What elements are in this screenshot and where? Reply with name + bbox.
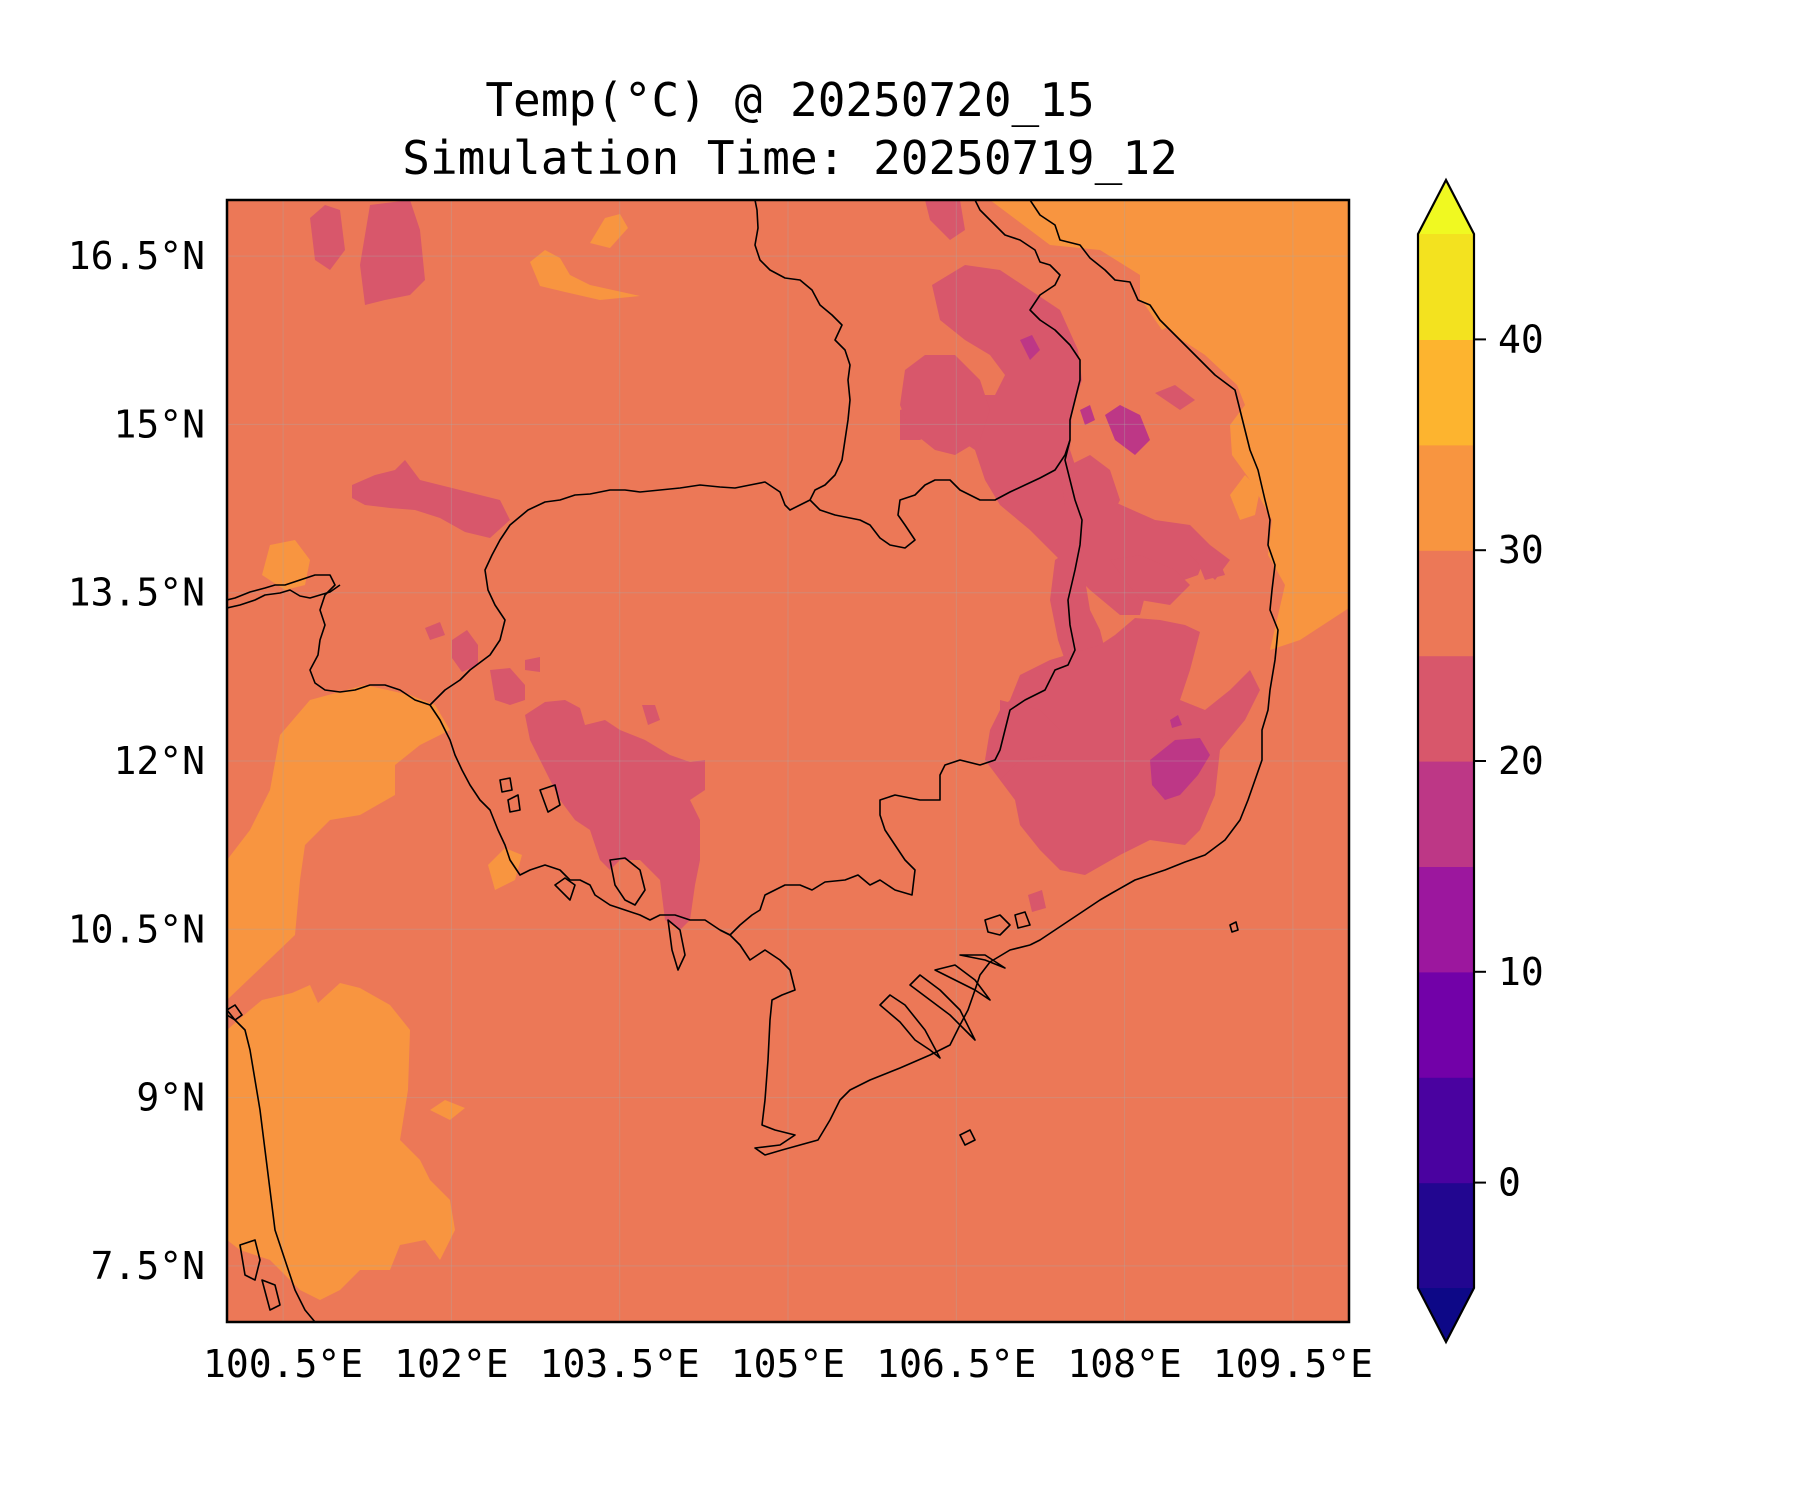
colorbar-band: [1418, 761, 1474, 867]
longitude-axis: 100.5°E 102°E 103.5°E 105°E 106.5°E 108°E 109.…: [203, 1342, 1373, 1386]
lat-tick-label: 12°N: [113, 739, 205, 783]
cool-regions-20-25: [310, 200, 1260, 930]
lon-tick-label: 100.5°E: [203, 1342, 363, 1386]
colorbar-band: [1418, 1077, 1474, 1184]
warm-regions-30-35: [227, 200, 1349, 1300]
colorbar-band: [1418, 971, 1474, 1078]
lon-tick-label: 106.5°E: [876, 1342, 1036, 1386]
colorbar-band: [1418, 866, 1474, 973]
colorbar-tick-label: 30: [1498, 528, 1544, 572]
coastlines-borders: [227, 200, 1279, 1322]
colorbar-tick-label: 20: [1498, 739, 1544, 783]
lon-tick-label: 108°E: [1067, 1342, 1181, 1386]
lat-tick-label: 13.5°N: [68, 571, 205, 615]
lon-tick-label: 109.5°E: [1213, 1342, 1373, 1386]
colorbar-band: [1418, 1182, 1474, 1289]
colorbar-tick-label: 40: [1498, 317, 1544, 361]
colorbar-tick-label: 0: [1498, 1161, 1521, 1205]
colorbar-band: [1418, 234, 1474, 340]
lat-tick-label: 16.5°N: [68, 234, 205, 278]
colorbar-outline: [1416, 177, 1476, 1345]
lon-tick-label: 102°E: [394, 1342, 508, 1386]
colorbar-band: [1418, 339, 1474, 446]
map-field: [227, 200, 1349, 1322]
lat-tick-label: 10.5°N: [68, 907, 205, 951]
lat-tick-label: 15°N: [113, 402, 205, 446]
lat-tick-label: 9°N: [136, 1076, 205, 1120]
colorbar-band: [1418, 655, 1474, 762]
map-gridlines: [227, 200, 1349, 1322]
colorbar-extend-max: [1418, 180, 1474, 234]
lat-tick-label: 7.5°N: [91, 1244, 205, 1288]
lon-tick-label: 103.5°E: [540, 1342, 700, 1386]
colorbar-extend-min: [1418, 1288, 1474, 1342]
colorbar: 0 10 20 30 40: [1416, 177, 1544, 1345]
map-title: Temp(°C) @ 20250720_15: [485, 73, 1095, 127]
colorbar-band: [1418, 444, 1474, 551]
lon-tick-label: 105°E: [731, 1342, 845, 1386]
map-frame: [225, 198, 1351, 1324]
colorbar-tick-label: 10: [1498, 950, 1544, 994]
colorbar-band: [1418, 550, 1474, 657]
cold-spots-15-20: [1020, 335, 1210, 800]
map-subtitle: Simulation Time: 20250719_12: [402, 131, 1178, 185]
latitude-axis: 16.5°N 15°N 13.5°N 12°N 10.5°N 9°N 7.5°N: [68, 234, 205, 1288]
